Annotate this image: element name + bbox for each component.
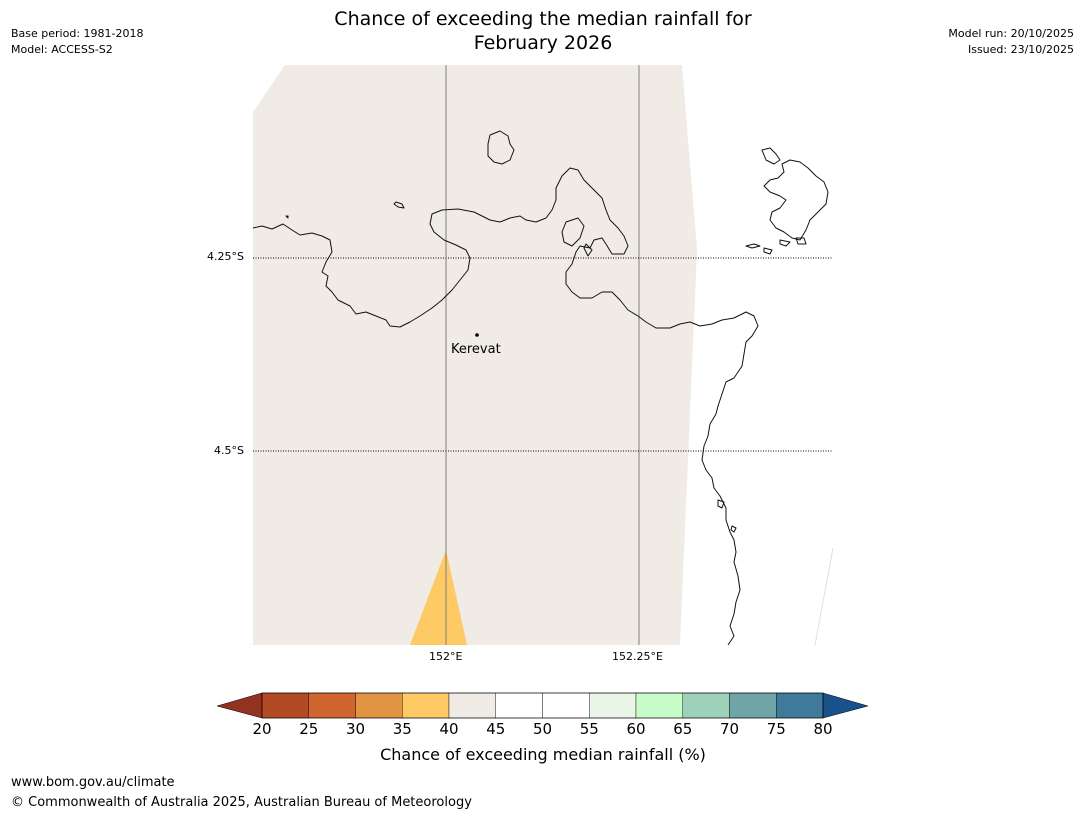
coastline-peninsula-inner <box>583 243 593 257</box>
colorbar-segment-40-45 <box>448 692 496 719</box>
colorbar-tick-45: 45 <box>486 720 506 738</box>
region-edge-right <box>814 547 834 646</box>
colorbar-segments <box>261 692 824 719</box>
colorbar-tick-80: 80 <box>813 720 833 738</box>
colorbar-under-arrow <box>216 692 263 719</box>
coastline-main <box>252 167 759 646</box>
island-east-small-2 <box>745 243 761 249</box>
colorbar-tick-50: 50 <box>532 720 553 738</box>
coastline-inlet <box>561 217 585 247</box>
colorbar-segment-20-25 <box>261 692 309 719</box>
colorbar-tick-25: 25 <box>299 720 319 738</box>
base-period-text: Base period: 1981-2018 <box>11 27 144 40</box>
metadata-right: Model run: 20/10/2025 Issued: 23/10/2025 <box>948 26 1074 58</box>
colorbar-label: Chance of exceeding median rainfall (%) <box>380 745 706 764</box>
island-group-east <box>763 159 829 241</box>
island-east-small-3 <box>763 247 773 255</box>
lat-label-4-25: 4.25°S <box>207 250 244 263</box>
lon-label-152-25: 152.25°E <box>612 650 663 663</box>
islet-coast-1 <box>717 499 725 509</box>
island-east-small-5 <box>795 237 807 245</box>
issued-text: Issued: 23/10/2025 <box>967 43 1074 56</box>
lat-label-4-5: 4.5°S <box>214 444 244 457</box>
colorbar-segment-55-60 <box>589 692 637 719</box>
place-label-kerevat: Kerevat <box>451 342 501 357</box>
colorbar-over-arrow <box>822 692 869 719</box>
colorbar-segment-30-35 <box>355 692 403 719</box>
colorbar-segment-45-50 <box>495 692 543 719</box>
metadata-left: Base period: 1981-2018 Model: ACCESS-S2 <box>11 26 143 58</box>
colorbar-tick-70: 70 <box>719 720 740 738</box>
colorbar-segment-65-70 <box>682 692 730 719</box>
footer-url: www.bom.gov.au/climate <box>11 775 175 790</box>
model-text: Model: ACCESS-S2 <box>11 43 113 56</box>
probability-region-35-40 <box>410 550 467 645</box>
colorbar-segment-70-75 <box>729 692 777 719</box>
kerevat-marker <box>475 333 479 337</box>
island-east-small-1 <box>761 147 781 165</box>
colorbar-segment-75-80 <box>776 692 824 719</box>
island-north <box>487 130 515 165</box>
colorbar-tick-30: 30 <box>345 720 366 738</box>
colorbar-tick-20: 20 <box>252 720 272 738</box>
model-run-text: Model run: 20/10/2025 <box>948 27 1074 40</box>
title-line-1: Chance of exceeding the median rainfall … <box>334 8 752 30</box>
islet-point <box>285 215 289 219</box>
islet-coast-2 <box>730 525 737 533</box>
colorbar-tick-65: 65 <box>673 720 693 738</box>
colorbar-segment-60-65 <box>635 692 683 719</box>
lon-label-152: 152°E <box>429 650 463 663</box>
colorbar-segment-25-30 <box>308 692 356 719</box>
colorbar-tick-40: 40 <box>439 720 459 738</box>
probability-region-40-45 <box>253 65 697 645</box>
footer-copyright: © Commonwealth of Australia 2025, Austra… <box>11 795 472 810</box>
colorbar-tick-55: 55 <box>579 720 599 738</box>
colorbar-tick-75: 75 <box>766 720 786 738</box>
colorbar-segment-50-55 <box>542 692 590 719</box>
colorbar-tick-35: 35 <box>392 720 412 738</box>
colorbar-frame <box>261 692 824 719</box>
map-title: Chance of exceeding the median rainfall … <box>243 7 843 55</box>
islet-small <box>393 201 405 209</box>
colorbar-segment-35-40 <box>402 692 450 719</box>
island-east-small-4 <box>779 239 791 247</box>
title-line-2: February 2026 <box>473 32 613 54</box>
colorbar-tick-60: 60 <box>626 720 646 738</box>
